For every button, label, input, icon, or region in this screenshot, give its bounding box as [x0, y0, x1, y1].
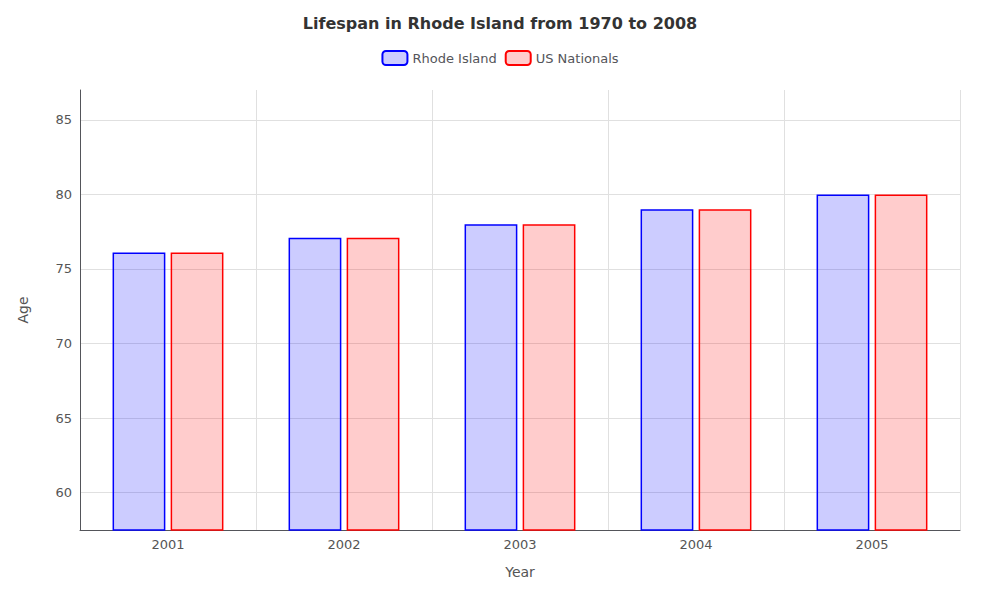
svg-text:60: 60 — [55, 485, 72, 500]
svg-text:US Nationals: US Nationals — [536, 51, 619, 66]
svg-text:85: 85 — [55, 112, 72, 127]
svg-text:65: 65 — [55, 411, 72, 426]
svg-text:Age: Age — [15, 296, 31, 323]
svg-text:2005: 2005 — [855, 537, 888, 552]
svg-text:Year: Year — [504, 564, 535, 580]
svg-text:2003: 2003 — [503, 537, 536, 552]
svg-text:Lifespan in Rhode Island from: Lifespan in Rhode Island from 1970 to 20… — [303, 14, 697, 33]
svg-text:75: 75 — [55, 261, 72, 276]
svg-text:80: 80 — [55, 187, 72, 202]
svg-text:70: 70 — [55, 336, 72, 351]
svg-text:2004: 2004 — [679, 537, 712, 552]
svg-text:2001: 2001 — [151, 537, 184, 552]
svg-text:Rhode Island: Rhode Island — [412, 51, 496, 66]
svg-text:2002: 2002 — [327, 537, 360, 552]
